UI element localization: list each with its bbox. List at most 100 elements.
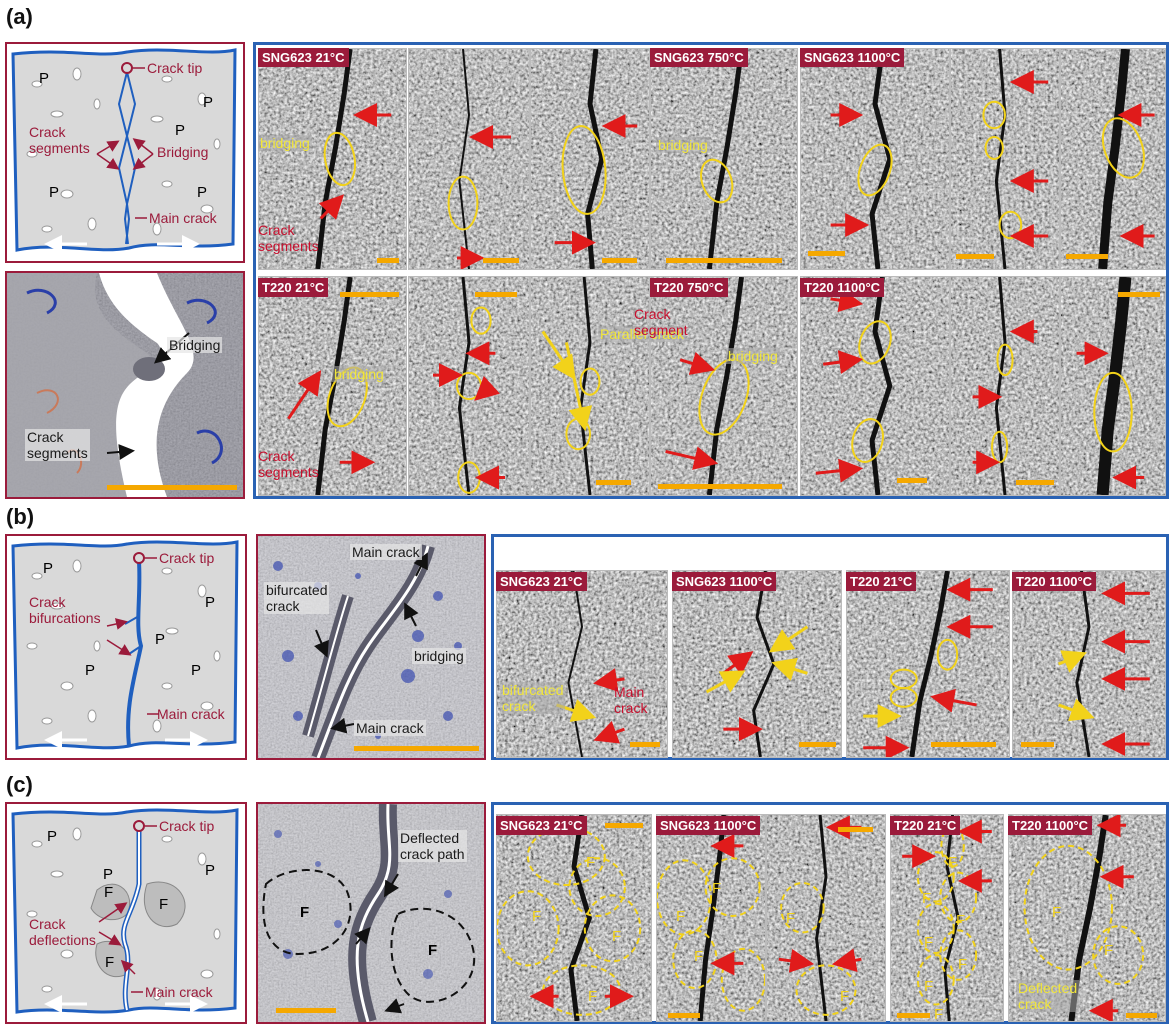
render-deflected-path: Deflected crack path	[398, 830, 467, 862]
scale-bar	[339, 292, 399, 298]
scale-bar	[601, 258, 638, 263]
particle-label: P	[103, 866, 114, 883]
filler-label: F	[104, 884, 114, 901]
scale-bar	[931, 742, 997, 748]
main-crack-label: Main crack	[149, 210, 217, 226]
tem-image	[530, 276, 650, 496]
render-main-crack-top: Main crack	[350, 544, 422, 560]
filler-annotation: F	[1052, 904, 1062, 921]
scale-bar	[1015, 479, 1054, 485]
main-crack-label: Main crack	[157, 706, 225, 722]
crack-bifurcations-label: Crack bifurcations	[29, 594, 101, 626]
particle-label: P	[39, 70, 50, 87]
filler-annotation: F	[786, 910, 796, 927]
scale-bar	[1118, 292, 1160, 298]
filler-annotation: F	[922, 890, 932, 907]
crack-tip-label: Crack tip	[159, 818, 215, 834]
filler-annotation: F	[924, 978, 934, 995]
filler-annotation: F	[588, 988, 598, 1005]
filler-label: F	[159, 896, 169, 913]
tem-frame-c	[491, 802, 1169, 1024]
sample-tag: T220 21°C	[846, 572, 917, 591]
tem-image	[258, 48, 407, 270]
tem-frame-a	[253, 42, 1169, 499]
particle-label: P	[85, 662, 96, 679]
tem-image	[846, 570, 1010, 758]
tem-image	[496, 570, 668, 758]
scale-bar	[665, 258, 783, 263]
filler-annotation: F	[958, 956, 968, 973]
scale-bar	[483, 258, 520, 263]
bridging-annotation: bridging	[656, 137, 710, 153]
scale-bar	[1066, 253, 1108, 259]
panel-c-label: (c)	[6, 772, 33, 797]
scale-bar	[896, 1012, 931, 1018]
main-crack-annotation: Main crack	[614, 684, 648, 716]
panel-b-label: (b)	[6, 504, 35, 529]
scale-bar	[354, 746, 479, 751]
filler-label: F	[105, 954, 115, 971]
tem-image	[1060, 276, 1166, 496]
particle-label: P	[43, 560, 54, 577]
particle-label: P	[203, 94, 214, 111]
tem-image	[408, 48, 530, 270]
render-filler: F	[300, 904, 310, 921]
scale-bar	[1126, 1012, 1158, 1018]
scale-bar	[956, 253, 995, 259]
sample-tag: SNG623 21°C	[258, 48, 349, 67]
render-crack-segments-label: Crack segments	[25, 429, 90, 461]
tem-image	[650, 276, 798, 496]
scale-bar	[837, 827, 874, 833]
tem-image	[950, 48, 1060, 270]
filler-annotation: F	[532, 908, 542, 925]
filler-annotation: F	[712, 880, 722, 897]
tem-image	[800, 276, 950, 496]
sample-tag: SNG623 1100°C	[800, 48, 905, 67]
filler-annotation: F	[956, 912, 966, 929]
sample-tag: T220 21°C	[890, 816, 961, 835]
tem-image	[1008, 814, 1166, 1022]
scale-bar	[475, 292, 517, 298]
particle-label: P	[191, 662, 202, 679]
sample-tag: T220 750°C	[650, 278, 728, 297]
scale-bar	[604, 823, 644, 829]
scale-bar	[799, 742, 836, 748]
tem-image	[800, 48, 950, 270]
tem-image	[766, 814, 886, 1022]
scale-bar	[808, 251, 846, 257]
tem-image	[530, 48, 650, 270]
sample-tag: SNG623 1100°C	[656, 816, 761, 835]
particle-label: P	[197, 184, 208, 201]
particle-label: P	[47, 828, 58, 845]
crack-segments-annotation: Crack segments	[258, 448, 319, 480]
sample-tag: SNG623 21°C	[496, 572, 587, 591]
render-a: Bridging Crack segments	[5, 271, 245, 499]
filler-annotation: F	[676, 908, 686, 925]
tem-image	[496, 814, 652, 1022]
filler-annotation: F	[1104, 942, 1114, 959]
scale-bar	[667, 1012, 701, 1018]
tem-frame-b	[491, 534, 1169, 760]
filler-annotation: F	[694, 948, 704, 965]
filler-annotation: F	[924, 934, 934, 951]
render-c: Deflected crack path F F	[256, 802, 486, 1024]
scale-bar	[276, 1008, 336, 1013]
bifurcated-crack-annotation: bifurcated crack	[500, 682, 566, 714]
crack-segments-annotation: Crack segments	[258, 222, 319, 254]
main-crack-label: Main crack	[145, 984, 213, 1000]
tem-image	[1060, 48, 1166, 270]
deflected-crack-annotation: Deflected crack	[1016, 980, 1080, 1012]
panel-a-label: (a)	[6, 4, 33, 29]
sample-tag: T220 1100°C	[1012, 572, 1097, 591]
sample-tag: T220 1100°C	[1008, 816, 1093, 835]
scale-bar	[1020, 742, 1055, 748]
particle-label: P	[205, 862, 216, 879]
sample-tag: T220 21°C	[258, 278, 329, 297]
crack-tip-label: Crack tip	[147, 60, 203, 76]
bridging-label: Bridging	[157, 144, 209, 160]
scale-bar	[629, 742, 661, 748]
sample-tag: SNG623 21°C	[496, 816, 587, 835]
schematic-b: P P P P P Crack tip Crack bifurcations M…	[5, 534, 247, 760]
particle-label: P	[205, 594, 216, 611]
bridging-annotation: bridging	[332, 366, 386, 382]
